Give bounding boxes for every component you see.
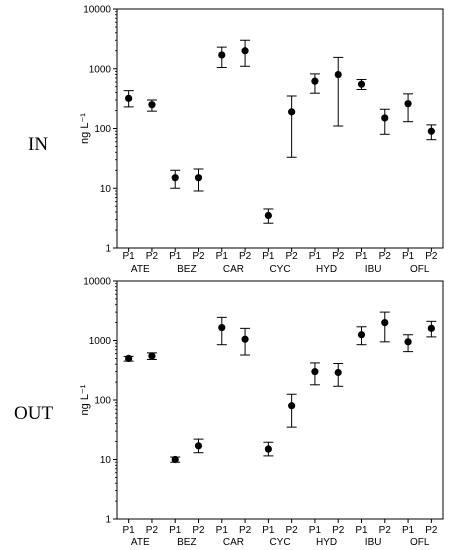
x-tick-label: P2 [332, 525, 345, 536]
group-label: OFL [410, 264, 430, 275]
x-tick-label: P1 [402, 251, 415, 262]
panel-label: IN [28, 134, 48, 155]
x-tick-label: P2 [286, 251, 299, 262]
group-label: ATE [131, 264, 150, 275]
x-tick-label: P2 [239, 251, 252, 262]
data-point [357, 80, 366, 88]
data-point [288, 402, 296, 410]
group-label: HYD [316, 537, 337, 548]
data-point [334, 368, 342, 377]
data-point [381, 318, 389, 327]
group-label: HYD [316, 264, 337, 275]
data-point [241, 47, 249, 55]
y-tick-label: 1 [105, 244, 111, 255]
y-tick-label: 10 [100, 184, 112, 195]
data-point [125, 94, 133, 102]
y-tick-label: 100 [94, 124, 111, 135]
data-point [357, 331, 366, 339]
plot-frame-in [116, 8, 444, 249]
data-point [125, 354, 133, 363]
y-tick-label: 1 [105, 515, 111, 526]
x-tick-label: P2 [146, 525, 159, 536]
data-point [288, 108, 296, 116]
data-point [171, 174, 179, 182]
data-point [148, 101, 156, 109]
y-axis-label: ng L⁻¹ [79, 113, 91, 144]
group-label: CAR [223, 264, 244, 275]
data-point [404, 338, 412, 346]
x-tick-label: P1 [309, 525, 322, 536]
data-point [264, 211, 272, 220]
x-tick-label: P2 [379, 525, 392, 536]
y-tick-label: 100 [94, 396, 111, 407]
data-point [194, 442, 203, 450]
data-point [427, 127, 435, 135]
group-label: CYC [269, 264, 290, 275]
y-tick-label: 1000 [89, 64, 112, 75]
data-point [218, 51, 226, 59]
data-point [241, 335, 249, 343]
x-tick-label: P1 [355, 525, 368, 536]
x-tick-label: P1 [262, 251, 275, 262]
data-point [171, 455, 179, 464]
y-axis-label: ng L⁻¹ [79, 384, 91, 415]
group-label: BEZ [177, 264, 196, 275]
x-tick-label: P2 [192, 251, 205, 262]
data-point [218, 323, 226, 332]
x-tick-label: P1 [355, 251, 368, 262]
x-tick-label: P2 [286, 525, 299, 536]
x-tick-label: P2 [192, 525, 205, 536]
plot-frame-out [116, 280, 444, 520]
data-point [148, 352, 156, 360]
x-tick-label: P1 [216, 525, 229, 536]
group-label: BEZ [177, 537, 196, 548]
data-point [194, 174, 203, 182]
y-tick-label: 10000 [83, 277, 111, 288]
group-label: IBU [365, 264, 382, 275]
group-label: ATE [131, 537, 150, 548]
x-tick-label: P1 [123, 525, 136, 536]
data-point [381, 114, 389, 122]
y-tick-label: 1000 [89, 336, 112, 347]
x-tick-label: P1 [216, 251, 229, 262]
panel-label: OUT [14, 403, 53, 424]
group-label: CAR [223, 537, 244, 548]
x-tick-label: P2 [146, 251, 159, 262]
x-tick-label: P2 [379, 251, 392, 262]
data-point [311, 368, 319, 376]
x-tick-label: P1 [123, 251, 136, 262]
y-tick-label: 10 [100, 455, 112, 466]
data-point [334, 70, 342, 79]
x-tick-label: P1 [262, 525, 275, 536]
x-tick-label: P2 [332, 251, 345, 262]
data-point [311, 77, 319, 85]
x-tick-label: P1 [169, 251, 182, 262]
data-point [264, 445, 272, 453]
x-tick-label: P1 [402, 525, 415, 536]
x-tick-label: P1 [169, 525, 182, 536]
group-label: OFL [410, 537, 430, 548]
group-label: IBU [365, 537, 382, 548]
data-point [427, 324, 435, 332]
data-point [404, 100, 412, 108]
group-label: CYC [269, 537, 290, 548]
x-tick-label: P2 [239, 525, 252, 536]
x-tick-label: P2 [425, 525, 438, 536]
y-tick-label: 10000 [83, 5, 111, 16]
x-tick-label: P1 [309, 251, 322, 262]
x-tick-label: P2 [425, 251, 438, 262]
